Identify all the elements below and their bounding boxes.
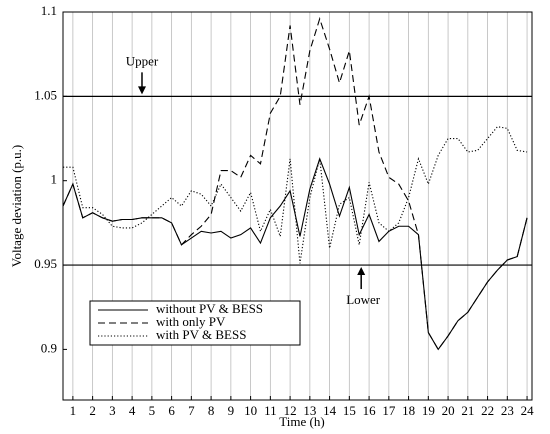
x-axis-label: Time (h) [279,414,324,429]
x-tick-label: 20 [442,403,455,418]
series-line [63,126,528,264]
arrow-head [357,267,366,276]
x-tick-label: 18 [402,403,415,418]
x-tick-label: 3 [109,403,116,418]
y-tick-label: 1 [51,172,58,187]
x-tick-label: 21 [461,403,474,418]
annotation: Upper [126,53,159,68]
x-tick-label: 8 [208,403,215,418]
legend-label: with PV & BESS [156,327,246,342]
x-tick-label: 5 [149,403,156,418]
x-tick-label: 6 [168,403,175,418]
arrow-head [137,86,146,95]
x-tick-label: 11 [264,403,277,418]
y-tick-label: 1.1 [41,3,57,18]
x-tick-label: 10 [244,403,257,418]
x-tick-label: 22 [481,403,494,418]
legend-label: without PV & BESS [156,301,263,316]
x-tick-label: 23 [501,403,514,418]
x-tick-label: 19 [422,403,435,418]
y-tick-label: 1.05 [34,87,57,102]
x-tick-label: 7 [188,403,195,418]
series-line [62,16,528,351]
legend-label: with only PV [156,314,226,329]
plot-frame [62,11,533,401]
annotation: Lower [346,292,381,307]
x-tick-label: 2 [89,403,96,418]
x-tick-label: 9 [228,403,235,418]
y-axis-label: Voltage deviation (p.u.) [9,145,24,268]
y-tick-label: 0.9 [41,340,57,355]
x-tick-label: 1 [70,403,77,418]
x-tick-label: 24 [521,403,535,418]
x-tick-label: 17 [382,403,396,418]
x-tick-label: 12 [284,403,297,418]
y-tick-label: 0.95 [34,256,57,271]
x-tick-label: 4 [129,403,136,418]
x-tick-label: 16 [363,403,377,418]
x-tick-label: 13 [303,403,316,418]
x-tick-label: 15 [343,403,356,418]
x-tick-label: 14 [323,403,337,418]
